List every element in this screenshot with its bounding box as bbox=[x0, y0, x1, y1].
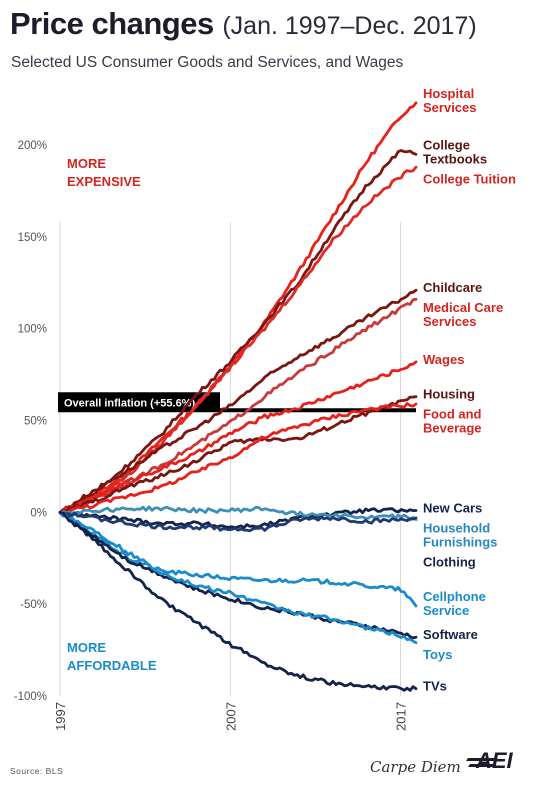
x-tick-label: 2017 bbox=[394, 702, 409, 731]
y-tick-label: 100% bbox=[18, 324, 47, 336]
series-label: Housing bbox=[423, 387, 475, 402]
series-label: Clothing bbox=[423, 555, 476, 570]
series-label: Medical Care bbox=[423, 300, 503, 315]
series-label: Toys bbox=[423, 647, 452, 662]
more-affordable-label: MORE bbox=[67, 640, 106, 655]
chart-subtitle: Selected US Consumer Goods and Services,… bbox=[11, 54, 404, 71]
series-line bbox=[58, 149, 418, 514]
x-tick-label: 1997 bbox=[53, 702, 68, 731]
series-line bbox=[58, 402, 418, 514]
brand-name: Carpe Diem bbox=[370, 758, 461, 776]
source-note: Source: BLS bbox=[10, 766, 64, 776]
series-label: Cellphone bbox=[423, 589, 486, 604]
series-line bbox=[58, 511, 418, 533]
aei-logo-stripe-2 bbox=[468, 764, 494, 767]
series-label: Furnishings bbox=[423, 535, 497, 550]
series-label: Hospital bbox=[423, 86, 474, 101]
chart-title-range: (Jan. 1997–Dec. 2017) bbox=[222, 12, 477, 40]
series-line bbox=[58, 288, 418, 514]
more-expensive-label: EXPENSIVE bbox=[67, 174, 141, 189]
series-line bbox=[58, 165, 418, 514]
aei-logo: AEI bbox=[466, 748, 514, 772]
series-label: Services bbox=[423, 100, 477, 115]
y-tick-label: 200% bbox=[18, 140, 47, 152]
inflation-label: Overall inflation (+55.6%) bbox=[64, 397, 195, 409]
x-tick-label: 2007 bbox=[223, 702, 238, 731]
series-line bbox=[58, 505, 418, 522]
inflation-label-box bbox=[58, 392, 220, 413]
chart-title-main: Price changes bbox=[10, 6, 214, 41]
chart-title: Price changes (Jan. 1997–Dec. 2017) bbox=[10, 6, 477, 42]
aei-logo-text: AEI bbox=[475, 748, 514, 772]
series-label: Wages bbox=[423, 352, 464, 367]
more-expensive-label: MORE bbox=[67, 156, 106, 171]
y-tick-label: -50% bbox=[20, 599, 47, 611]
series-line bbox=[58, 395, 418, 514]
y-tick-label: 50% bbox=[24, 416, 47, 428]
series-label: Services bbox=[423, 314, 477, 329]
series-label: TVs bbox=[423, 679, 447, 694]
series-label: New Cars bbox=[423, 501, 482, 516]
series-label: Childcare bbox=[423, 280, 482, 295]
aei-logo-stripe-1 bbox=[466, 758, 496, 761]
y-tick-label: 150% bbox=[18, 232, 47, 244]
series-label: College Tuition bbox=[423, 171, 516, 186]
series-label: Textbooks bbox=[423, 151, 487, 166]
series-label: Food and bbox=[423, 407, 482, 422]
series-label: Service bbox=[423, 603, 469, 618]
more-affordable-label: AFFORDABLE bbox=[67, 658, 157, 673]
y-tick-label: 0% bbox=[30, 507, 47, 519]
series-line bbox=[58, 360, 418, 515]
series-line bbox=[58, 511, 418, 692]
series-label: Household bbox=[423, 521, 490, 536]
series-line bbox=[58, 297, 418, 514]
y-tick-label: -100% bbox=[14, 691, 47, 703]
series-line bbox=[58, 511, 418, 645]
series-label: Software bbox=[423, 627, 478, 642]
series-line bbox=[58, 101, 418, 514]
series-label: College bbox=[423, 137, 470, 152]
series-label: Beverage bbox=[423, 421, 482, 436]
